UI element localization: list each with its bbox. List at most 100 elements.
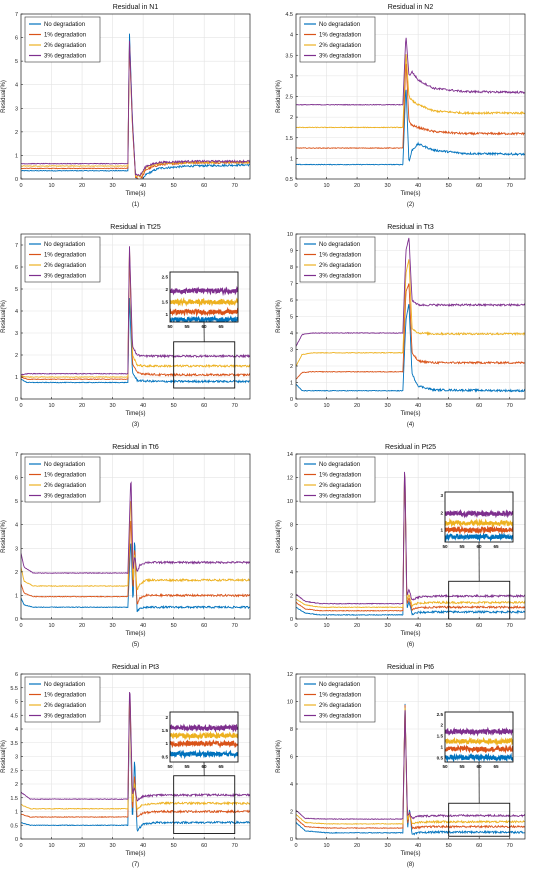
y-tick-label: 5 [15,59,18,65]
y-tick-label: 0 [290,617,293,623]
legend-label: No degradation [319,242,360,248]
x-tick-label: 30 [385,183,391,189]
y-tick-label: 12 [287,476,293,482]
chart-title: Residual in N1 [113,4,159,11]
inset-y-tick-label: 0.5 [437,755,444,760]
y-axis-label: Residual(%) [1,80,7,113]
axes-box [20,13,251,180]
series-line-4 [296,37,525,106]
y-tick-label: 3 [290,74,293,80]
legend-label: No degradation [44,242,85,248]
zoom-region-box [448,802,511,837]
y-tick-label: 2 [15,353,18,359]
chart-panel-1: 0 10 20 30 40 50 60 70 0 1 2 3 4 5 6 7 Residual in N1 Tim… [1,4,251,208]
x-tick-label: 60 [201,843,207,849]
y-tick-label: 0 [15,617,18,623]
y-tick-label: 1 [290,156,293,162]
x-tick-label: 40 [140,403,146,409]
y-tick-label: 7 [15,12,18,18]
series-line-2 [296,63,525,150]
series-line-3 [21,43,250,178]
inset-y-tick-label: 1.5 [162,300,169,305]
series-line-4 [296,471,525,605]
y-tick-label: 2.5 [10,768,18,774]
y-tick-label: 9 [290,249,293,255]
y-tick-label: 5.5 [10,686,18,692]
legend: No degradation 1% degradation 2% degradati… [299,456,376,503]
legend-label: 2% degradation [44,703,86,709]
y-tick-label: 6 [290,755,293,761]
inset-series-line-4 [170,285,238,297]
x-tick-label: 0 [294,403,297,409]
x-tick-label: 40 [415,403,421,409]
y-tick-label: 5 [15,287,18,293]
y-axis-label: Residual(%) [276,740,282,773]
chart-title: Residual in Tt25 [110,224,161,231]
legend-label: 3% degradation [319,274,361,280]
x-tick-label: 40 [140,843,146,849]
inset-y-tick-label: 1 [165,741,168,746]
x-tick-label: 60 [476,183,482,189]
series-line-1 [296,476,525,616]
y-tick-label: 10 [287,232,293,238]
legend: No degradation 1% degradation 2% degradati… [24,456,101,503]
panel-caption: (1) [132,202,139,208]
y-tick-label: 7 [15,452,18,458]
x-tick-label: 60 [201,183,207,189]
panel-caption: (4) [407,422,414,428]
y-tick-label: 6 [15,672,18,678]
x-tick-label: 70 [507,403,513,409]
x-tick-label: 10 [323,183,329,189]
y-axis-label: Residual(%) [276,520,282,553]
x-tick-label: 30 [385,843,391,849]
y-tick-label: 4 [15,727,18,733]
legend-label: No degradation [44,22,85,28]
y-tick-label: 7 [290,282,293,288]
x-tick-label: 70 [232,183,238,189]
inset-y-tick-label: 2 [165,715,168,720]
x-tick-label: 10 [48,623,54,629]
x-tick-label: 60 [476,623,482,629]
x-tick-label: 30 [110,623,116,629]
y-tick-label: 8 [290,265,293,271]
x-tick-label: 60 [476,403,482,409]
x-tick-label: 50 [446,843,452,849]
x-tick-label: 0 [294,183,297,189]
series-line-3 [296,707,525,825]
x-tick-label: 30 [385,623,391,629]
inset-series-line-3 [445,736,513,747]
inset-y-tick-label: 1.5 [437,734,444,739]
inset-series-line-3 [445,517,513,528]
inset-series-line-1 [445,752,513,762]
y-tick-label: 6 [15,265,18,271]
y-tick-label: 3 [15,106,18,112]
y-tick-label: 0.5 [285,177,293,183]
y-tick-label: 3 [15,755,18,761]
y-tick-label: 8 [290,727,293,733]
y-tick-label: 0 [290,397,293,403]
y-tick-label: 0 [15,397,18,403]
y-tick-label: 0 [15,177,18,183]
inset-x-tick-label: 50 [442,544,448,549]
inset-x-tick-label: 50 [167,764,173,769]
x-tick-label: 10 [323,623,329,629]
legend-label: 3% degradation [319,54,361,60]
legend-label: No degradation [319,682,360,688]
x-tick-label: 10 [323,843,329,849]
inset-series-line-2 [445,524,513,535]
x-tick-label: 50 [446,623,452,629]
inset-x-tick-label: 50 [442,764,448,769]
inset-y-tick-label: 1 [440,744,443,749]
chart-panel-7: 0 10 20 30 40 50 60 70 0 0.5 1 1.5 2 2.5 3 3.5 4 4.5 5 5.5 6… [1,664,251,868]
legend-label: No degradation [44,462,85,468]
series-line-4 [21,40,250,177]
y-tick-label: 6 [15,476,18,482]
x-tick-label: 40 [140,623,146,629]
legend: No degradation 1% degradation 2% degradati… [299,16,376,63]
inset-x-tick-label: 55 [459,544,465,549]
inset-y-tick-label: 3 [440,493,443,498]
legend-label: No degradation [44,682,85,688]
panel-caption: (3) [132,422,139,428]
x-tick-label: 20 [354,843,360,849]
